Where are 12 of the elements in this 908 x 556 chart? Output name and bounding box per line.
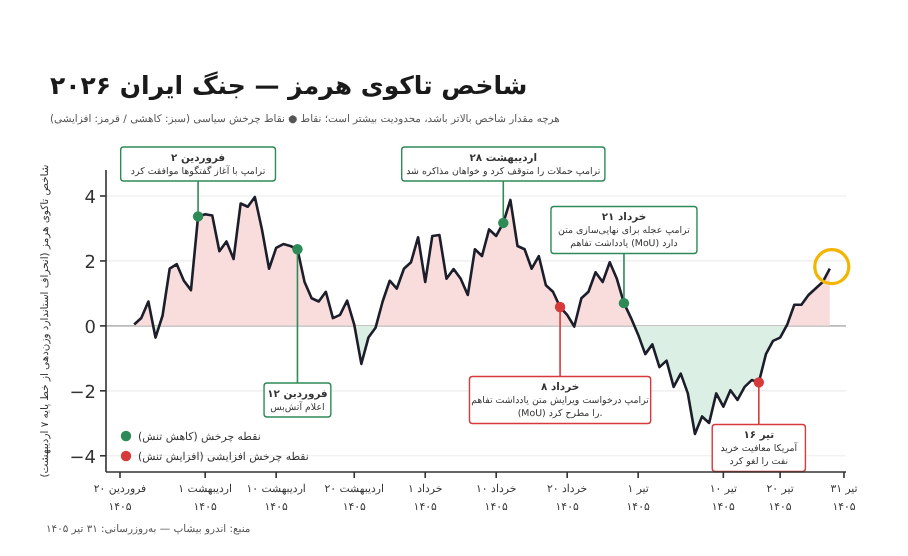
point <box>618 297 630 309</box>
point <box>753 377 765 388</box>
point <box>292 244 303 255</box>
point <box>498 217 509 229</box>
point <box>554 301 566 313</box>
y-tick-label: 4 <box>84 188 97 209</box>
chart-title: شاخص تاکوی هرمز — جنگ ایران ۲۰۲۶ <box>50 70 528 102</box>
y-tick-label: −2 <box>69 383 96 404</box>
y-tick-label: −4 <box>69 448 97 469</box>
y-tick-label: 2 <box>84 253 96 274</box>
point <box>192 211 204 222</box>
y-tick-label: 0 <box>84 318 97 339</box>
